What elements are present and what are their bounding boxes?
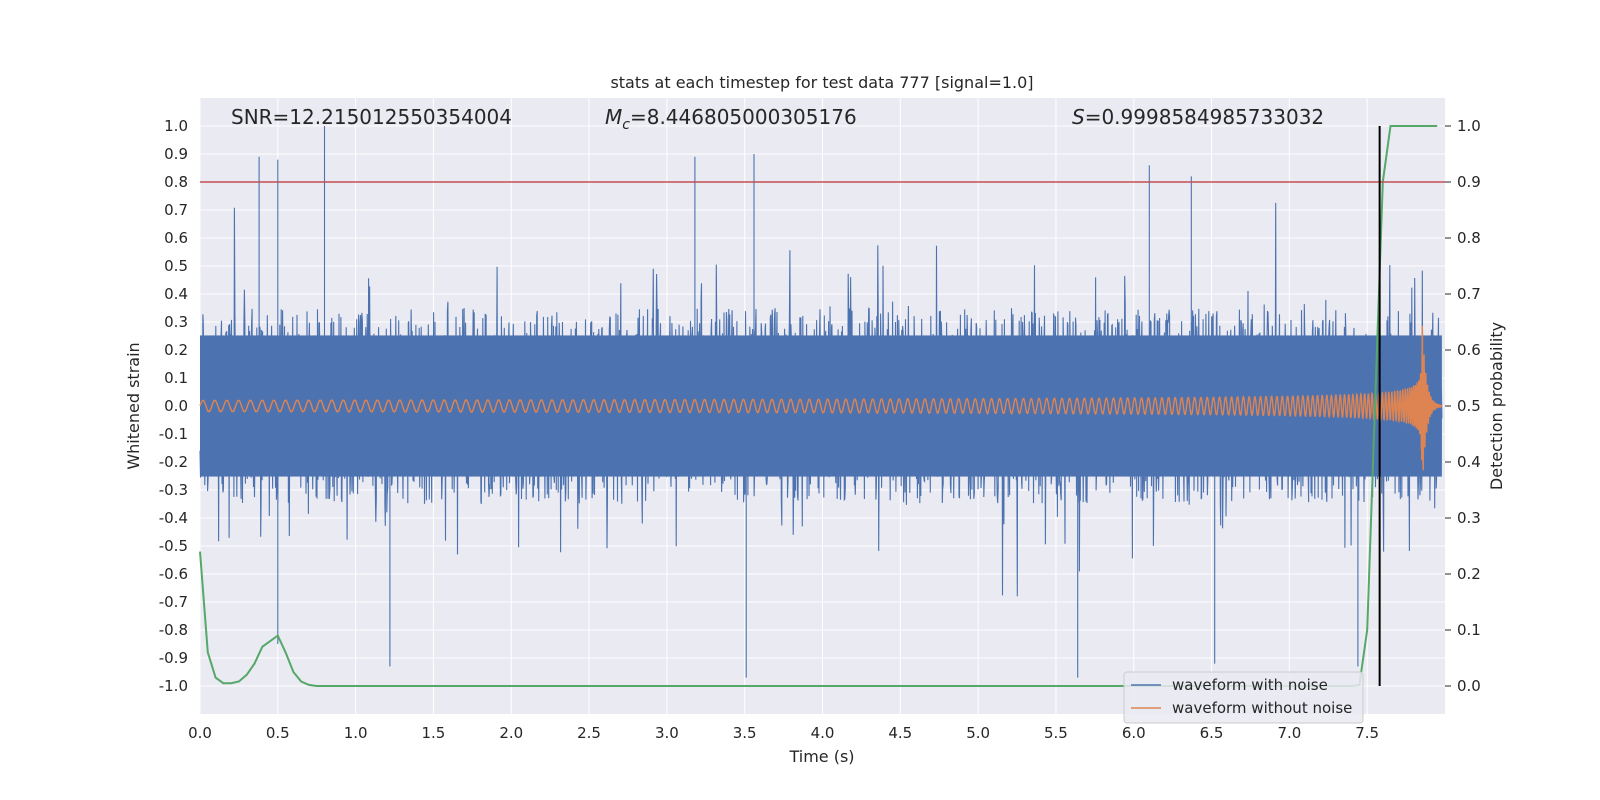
y-tick-label: 0.5 bbox=[164, 257, 188, 275]
y-tick-label: 0.8 bbox=[164, 173, 188, 191]
x-tick-label: 7.0 bbox=[1277, 724, 1301, 742]
x-tick-label: 6.5 bbox=[1200, 724, 1224, 742]
x-axis-label: Time (s) bbox=[788, 747, 854, 766]
x-tick-label: 6.0 bbox=[1122, 724, 1146, 742]
x-tick-label: 4.0 bbox=[811, 724, 835, 742]
x-tick-label: 7.5 bbox=[1355, 724, 1379, 742]
series-detection-probability bbox=[199, 125, 1438, 687]
y-tick-label: 0.3 bbox=[164, 313, 188, 331]
series-waveform-without-noise bbox=[199, 325, 1443, 471]
y2-tick-label: 0.9 bbox=[1457, 173, 1481, 191]
y-tick-label: -0.5 bbox=[159, 537, 188, 555]
y-tick-label: 0.0 bbox=[164, 397, 188, 415]
y2-tick-label: 0.6 bbox=[1457, 341, 1481, 359]
y-tick-label: -0.6 bbox=[159, 565, 188, 583]
y-tick-label: 0.2 bbox=[164, 341, 188, 359]
y-axis-label: Whitened strain bbox=[124, 342, 143, 469]
legend: waveform with noise waveform without noi… bbox=[1123, 671, 1364, 724]
x-tick-label: 3.5 bbox=[733, 724, 757, 742]
x-tick-label: 2.5 bbox=[577, 724, 601, 742]
x-tick-label: 5.0 bbox=[966, 724, 990, 742]
x-tick-label: 1.5 bbox=[422, 724, 446, 742]
x-tick-label: 1.0 bbox=[344, 724, 368, 742]
y-tick-label: -0.7 bbox=[159, 593, 188, 611]
y-tick-label: 0.4 bbox=[164, 285, 188, 303]
x-tick-label: 5.5 bbox=[1044, 724, 1068, 742]
y-tick-label: -0.1 bbox=[159, 425, 188, 443]
y2-tick-label: 0.4 bbox=[1457, 453, 1481, 471]
score-value: =0.9998584985733032 bbox=[1085, 105, 1324, 129]
x-tick-label: 3.0 bbox=[655, 724, 679, 742]
y-tick-label: -1.0 bbox=[159, 677, 188, 695]
chirp-mass-subscript: c bbox=[622, 117, 630, 133]
y2-tick-label: 0.1 bbox=[1457, 621, 1481, 639]
detection-probability-line bbox=[199, 125, 1438, 687]
reference-lines bbox=[200, 126, 1445, 686]
y2-tick-label: 0.2 bbox=[1457, 565, 1481, 583]
x-tick-label: 2.0 bbox=[499, 724, 523, 742]
clean-waveform-line bbox=[199, 325, 1443, 471]
y-tick-label: -0.3 bbox=[159, 481, 188, 499]
y-tick-label: 1.0 bbox=[164, 117, 188, 135]
chart-title: stats at each timestep for test data 777… bbox=[610, 73, 1033, 92]
y-tick-label: 0.6 bbox=[164, 229, 188, 247]
x-tick-label: 0.5 bbox=[266, 724, 290, 742]
y2-tick-label: 0.3 bbox=[1457, 509, 1481, 527]
y-tick-label: 0.7 bbox=[164, 201, 188, 219]
y2-tick-label: 0.5 bbox=[1457, 397, 1481, 415]
x-tick-label: 4.5 bbox=[888, 724, 912, 742]
chirp-mass-symbol: M bbox=[605, 105, 622, 129]
y2-tick-label: 0.7 bbox=[1457, 285, 1481, 303]
y-tick-label: 0.1 bbox=[164, 369, 188, 387]
y-tick-label: -0.9 bbox=[159, 649, 188, 667]
axis-ticks: 0.0 0.5 1.0 1.5 2.0 2.5 3.0 3.5 4.0 4.5 5.0 5.5 6.0 6… bbox=[159, 117, 1481, 742]
legend-box bbox=[1123, 671, 1364, 724]
score-symbol: S bbox=[1072, 105, 1085, 129]
y-tick-label: -0.2 bbox=[159, 453, 188, 471]
score-annotation: S=0.9998584985733032 bbox=[1072, 105, 1324, 129]
legend-label-clean: waveform without noise bbox=[1172, 699, 1352, 717]
y-tick-label: -0.8 bbox=[159, 621, 188, 639]
chirp-mass-value: =8.446805000305176 bbox=[630, 105, 857, 129]
chirp-mass-annotation: Mc=8.446805000305176 bbox=[605, 105, 857, 133]
snr-annotation: SNR=12.215012550354004 bbox=[231, 105, 512, 129]
y2-tick-label: 1.0 bbox=[1457, 117, 1481, 135]
y2-tick-label: 0.8 bbox=[1457, 229, 1481, 247]
y-tick-label: -0.4 bbox=[159, 509, 188, 527]
y2-axis-label: Detection probability bbox=[1487, 322, 1506, 490]
y2-tick-label: 0.0 bbox=[1457, 677, 1481, 695]
x-tick-label: 0.0 bbox=[188, 724, 212, 742]
y-tick-label: 0.9 bbox=[164, 145, 188, 163]
legend-label-noisy: waveform with noise bbox=[1172, 676, 1328, 694]
